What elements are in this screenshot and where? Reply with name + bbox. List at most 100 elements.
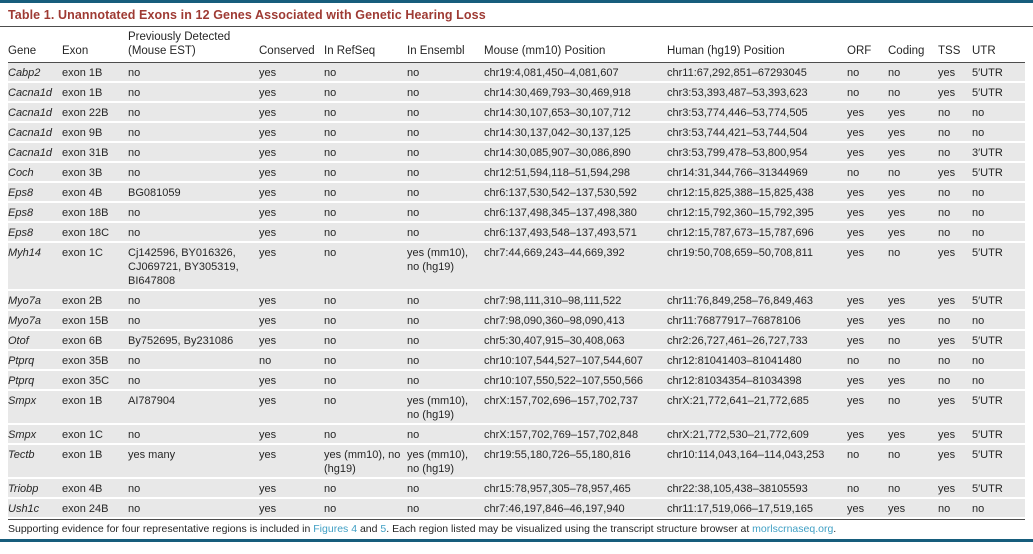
human-position-cell: chr12:15,825,388–15,825,438 bbox=[667, 186, 814, 199]
conserved-cell: yes bbox=[259, 374, 277, 387]
gene-cell: Coch bbox=[8, 166, 34, 179]
in-refseq-cell: no bbox=[324, 206, 337, 219]
human-position-cell: chr10:114,043,164–114,043,253 bbox=[667, 448, 825, 461]
in-refseq-cell: no bbox=[324, 246, 337, 259]
utr-cell: 5′UTR bbox=[972, 294, 1003, 307]
morlscrnaseq-link[interactable]: morlscrnaseq.org bbox=[752, 523, 834, 535]
tss-cell: yes bbox=[938, 246, 956, 259]
table-row: Eps8 exon 18B no yes no no chr6:137,498,… bbox=[8, 202, 1025, 222]
conserved-cell: yes bbox=[259, 314, 277, 327]
conserved-cell: yes bbox=[259, 294, 277, 307]
gene-cell: Ptprq bbox=[8, 374, 35, 387]
exon-cell: exon 3B bbox=[62, 166, 103, 179]
conserved-cell: yes bbox=[259, 86, 277, 99]
tss-cell: yes bbox=[938, 294, 956, 307]
tss-cell: no bbox=[938, 226, 951, 239]
previously-detected-cell: AI787904 bbox=[128, 394, 176, 407]
conserved-cell: no bbox=[259, 354, 272, 367]
human-position-cell: chr3:53,774,446–53,774,505 bbox=[667, 106, 808, 119]
exon-cell: exon 9B bbox=[62, 126, 103, 139]
table-row: Ush1c exon 24B no yes no no chr7:46,197,… bbox=[8, 498, 1025, 518]
conserved-cell: yes bbox=[259, 126, 277, 139]
gene-cell: Cacna1d bbox=[8, 106, 53, 119]
exon-cell: exon 24B bbox=[62, 502, 109, 515]
in-ensembl-cell: yes (mm10), no (hg19) bbox=[407, 448, 469, 475]
mouse-position-cell: chr7:44,669,243–44,669,392 bbox=[484, 246, 625, 259]
table-row: Tectb exon 1B yes many yes yes (mm10), n… bbox=[8, 444, 1025, 478]
tss-cell: yes bbox=[938, 428, 956, 441]
exon-table: Gene Exon Previously Detected (Mouse EST… bbox=[8, 27, 1025, 519]
coding-cell: yes bbox=[888, 186, 906, 199]
table-footnote: Supporting evidence for four representat… bbox=[8, 519, 1025, 539]
col-header-human-position: Human (hg19) Position bbox=[667, 27, 847, 63]
utr-cell: no bbox=[972, 126, 985, 139]
human-position-cell: chr11:67,292,851–67293045 bbox=[667, 66, 807, 79]
in-ensembl-cell: no bbox=[407, 374, 420, 387]
utr-cell: 5′UTR bbox=[972, 66, 1003, 79]
in-refseq-cell: no bbox=[324, 226, 337, 239]
gene-cell: Myo7a bbox=[8, 314, 42, 327]
human-position-cell: chr3:53,799,478–53,800,954 bbox=[667, 146, 808, 159]
exon-cell: exon 31B bbox=[62, 146, 109, 159]
previously-detected-cell: By752695, By231086 bbox=[128, 334, 234, 347]
exon-cell: exon 4B bbox=[62, 482, 103, 495]
utr-cell: 5′UTR bbox=[972, 394, 1003, 407]
mouse-position-cell: chr6:137,530,542–137,530,592 bbox=[484, 186, 637, 199]
utr-cell: 3′UTR bbox=[972, 146, 1003, 159]
mouse-position-cell: chr5:30,407,915–30,408,063 bbox=[484, 334, 625, 347]
previously-detected-cell: no bbox=[128, 166, 141, 179]
utr-cell: no bbox=[972, 106, 985, 119]
table-body: Cabp2 exon 1B no yes no no chr19:4,081,4… bbox=[8, 62, 1025, 518]
orf-cell: yes bbox=[847, 374, 865, 387]
table-row: Eps8 exon 4B BG081059 yes no no chr6:137… bbox=[8, 182, 1025, 202]
orf-cell: yes bbox=[847, 206, 865, 219]
human-position-cell: chr2:26,727,461–26,727,733 bbox=[667, 334, 808, 347]
exon-cell: exon 6B bbox=[62, 334, 103, 347]
utr-cell: 5′UTR bbox=[972, 448, 1003, 461]
in-ensembl-cell: no bbox=[407, 66, 420, 79]
conserved-cell: yes bbox=[259, 186, 277, 199]
conserved-cell: yes bbox=[259, 106, 277, 119]
gene-cell: Otof bbox=[8, 334, 29, 347]
previously-detected-cell: no bbox=[128, 126, 141, 139]
tss-cell: no bbox=[938, 374, 951, 387]
orf-cell: yes bbox=[847, 314, 865, 327]
in-refseq-cell: yes (mm10), no (hg19) bbox=[324, 448, 401, 475]
utr-cell: 5′UTR bbox=[972, 166, 1003, 179]
tss-cell: no bbox=[938, 186, 951, 199]
human-position-cell: chr12:15,787,673–15,787,696 bbox=[667, 226, 814, 239]
conserved-cell: yes bbox=[259, 394, 277, 407]
mouse-position-cell: chr15:78,957,305–78,957,465 bbox=[484, 482, 631, 495]
table-row: Ptprq exon 35B no no no no chr10:107,544… bbox=[8, 350, 1025, 370]
gene-cell: Eps8 bbox=[8, 206, 34, 219]
exon-cell: exon 2B bbox=[62, 294, 103, 307]
gene-cell: Cacna1d bbox=[8, 86, 53, 99]
header-row: Gene Exon Previously Detected (Mouse EST… bbox=[8, 27, 1025, 63]
coding-cell: yes bbox=[888, 374, 906, 387]
orf-cell: no bbox=[847, 354, 860, 367]
orf-cell: yes bbox=[847, 428, 865, 441]
exon-cell: exon 22B bbox=[62, 106, 109, 119]
in-refseq-cell: no bbox=[324, 428, 337, 441]
utr-cell: 5′UTR bbox=[972, 246, 1003, 259]
coding-cell: no bbox=[888, 66, 901, 79]
figures-4-link[interactable]: Figures 4 bbox=[313, 523, 358, 535]
table-row: Cacna1d exon 31B no yes no no chr14:30,0… bbox=[8, 142, 1025, 162]
in-ensembl-cell: no bbox=[407, 126, 420, 139]
table-row: Myo7a exon 15B no yes no no chr7:98,090,… bbox=[8, 310, 1025, 330]
in-ensembl-cell: no bbox=[407, 86, 420, 99]
conserved-cell: yes bbox=[259, 146, 277, 159]
in-refseq-cell: no bbox=[324, 66, 337, 79]
figure-5-link[interactable]: 5 bbox=[380, 523, 387, 535]
orf-cell: yes bbox=[847, 294, 865, 307]
previously-detected-cell: no bbox=[128, 206, 141, 219]
coding-cell: yes bbox=[888, 226, 906, 239]
conserved-cell: yes bbox=[259, 166, 277, 179]
conserved-cell: yes bbox=[259, 226, 277, 239]
tss-cell: no bbox=[938, 314, 951, 327]
coding-cell: no bbox=[888, 354, 901, 367]
footnote-text: and bbox=[357, 523, 381, 535]
gene-cell: Triobp bbox=[8, 482, 39, 495]
human-position-cell: chr11:76,849,258–76,849,463 bbox=[667, 294, 813, 307]
footnote-text: . Each region listed may be visualized u… bbox=[386, 523, 753, 535]
